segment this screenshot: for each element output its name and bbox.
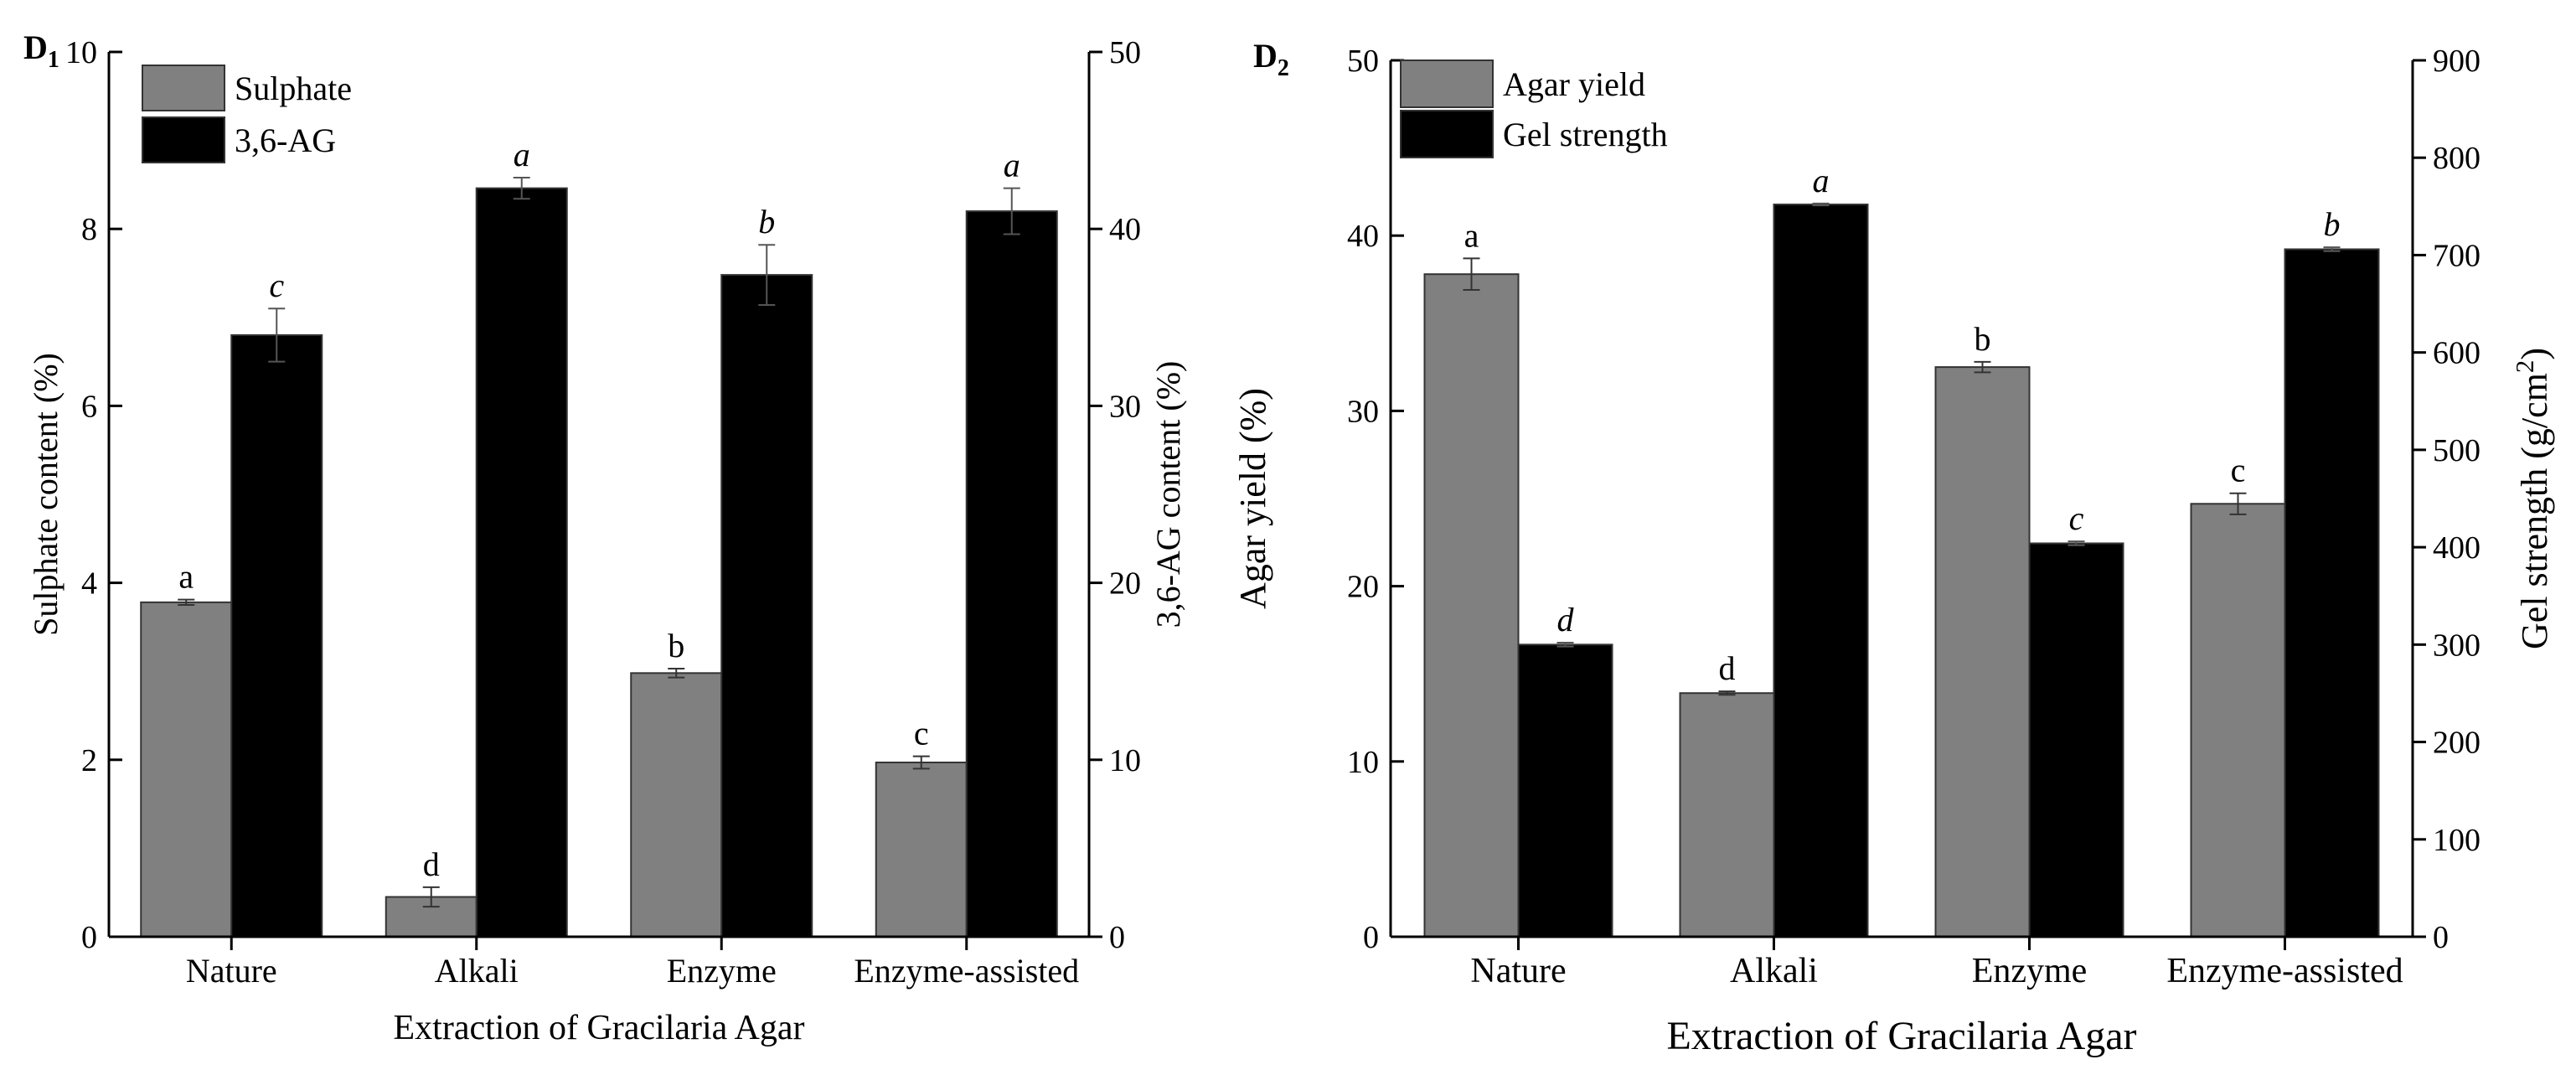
panel-label: D1 [23, 28, 59, 73]
panel-label: D2 [1253, 37, 1289, 81]
right-tick-label: 100 [2433, 823, 2480, 858]
significance-letter: a [178, 558, 194, 596]
left-tick-label: 30 [1347, 394, 1379, 429]
bar-sulphate-2 [630, 672, 723, 938]
significance-letter: a [514, 136, 530, 173]
bar-agar-yield-2 [1934, 366, 2031, 938]
significance-letter: b [1975, 320, 1991, 358]
bar-3-6-ag-2 [720, 274, 813, 938]
significance-letter: c [914, 715, 929, 752]
significance-letter: d [1557, 601, 1575, 638]
right-tick-label: 20 [1109, 566, 1141, 602]
left-tick-label: 0 [81, 920, 97, 955]
left-axis-title: Agar yield (%) [1232, 388, 1273, 609]
bar-gel-strength-2 [2028, 542, 2124, 938]
right-tick-label: 700 [2433, 238, 2480, 273]
significance-letter: c [2069, 499, 2084, 537]
panel-label-subscript: 2 [1278, 55, 1289, 81]
left-tick-label: 2 [81, 743, 97, 778]
significance-letter: b [2324, 205, 2341, 243]
legend-swatch [142, 65, 225, 111]
x-tick-label: Enzyme-assisted [2166, 952, 2403, 990]
bar-sulphate-3 [875, 761, 968, 938]
x-tick-label: Enzyme-assisted [854, 952, 1079, 990]
x-tick-label: Alkali [435, 952, 519, 990]
legend-swatch [1400, 59, 1494, 108]
left-tick-label: 6 [81, 389, 97, 424]
right-tick-label: 10 [1109, 743, 1141, 778]
bar-gel-strength-1 [1773, 204, 1869, 938]
left-tick-label: 20 [1347, 570, 1379, 605]
bar-gel-strength-3 [2284, 248, 2380, 938]
legend-label: Gel strength [1503, 116, 1668, 153]
bar-agar-yield-0 [1423, 273, 1520, 938]
left-tick-label: 40 [1347, 219, 1379, 254]
bar-gel-strength-0 [1517, 643, 1613, 938]
right-tick-label: 800 [2433, 141, 2480, 176]
right-axis-title: 3,6-AG content (%) [1149, 361, 1187, 628]
bar-3-6-ag-1 [475, 187, 568, 938]
significance-letter: b [758, 203, 775, 240]
right-tick-label: 50 [1109, 35, 1141, 70]
bar-sulphate-0 [140, 601, 233, 938]
panel-label-subscript: 1 [48, 47, 59, 73]
left-axis-title: Sulphate content (%) [27, 353, 65, 636]
panel-label-letter: D [1253, 37, 1278, 75]
right-axis-title-superscript: 2 [2511, 360, 2539, 373]
significance-letter: a [1464, 216, 1479, 254]
legend-label: Agar yield [1503, 65, 1645, 103]
significance-letter: a [1004, 147, 1020, 184]
bar-agar-yield-1 [1679, 692, 1775, 938]
significance-letter: c [2231, 452, 2246, 489]
left-tick-label: 0 [1363, 920, 1379, 955]
right-tick-label: 200 [2433, 726, 2480, 761]
chart-panel-1: a d b c c a b a 0 2 4 6 8 10 0 10 20 30 40 50 Nature Alkali En… [23, 28, 1187, 1047]
right-axis-title-tail: ) [2514, 348, 2555, 360]
right-tick-label: 0 [2433, 920, 2449, 955]
x-tick-label: Alkali [1730, 952, 1818, 990]
legend-swatch [1400, 110, 1494, 158]
bar-agar-yield-3 [2190, 503, 2286, 938]
left-tick-label: 10 [65, 35, 97, 70]
right-axis-title-main: 3,6-AG content (%) [1149, 361, 1187, 628]
significance-letter: d [423, 845, 440, 883]
legend-label: Sulphate [235, 70, 352, 107]
right-tick-label: 40 [1109, 212, 1141, 247]
bar-3-6-ag-3 [965, 210, 1058, 938]
legend-swatch [142, 116, 225, 163]
chart-panel-2: adbcdacb01020304050010020030040050060070… [1232, 37, 2555, 1058]
right-tick-label: 400 [2433, 530, 2480, 566]
right-tick-label: 0 [1109, 920, 1125, 955]
panel-label-letter: D [23, 28, 48, 66]
x-axis-title: Extraction of Gracilaria Agar [1666, 1014, 2136, 1058]
left-tick-label: 8 [81, 212, 97, 247]
right-axis-title-main: Gel strength (g/cm [2514, 373, 2555, 649]
left-tick-label: 4 [81, 566, 97, 602]
right-tick-label: 500 [2433, 433, 2480, 468]
x-tick-label: Nature [186, 952, 277, 990]
significance-letter: b [668, 627, 684, 664]
significance-letter: d [1719, 649, 1736, 687]
left-tick-label: 10 [1347, 745, 1379, 780]
right-tick-label: 900 [2433, 44, 2480, 79]
x-tick-label: Enzyme [667, 952, 777, 990]
right-tick-label: 300 [2433, 628, 2480, 663]
legend-label: 3,6-AG [235, 121, 336, 159]
right-tick-label: 600 [2433, 336, 2480, 371]
significance-letter: a [1813, 162, 1830, 199]
left-tick-label: 50 [1347, 44, 1379, 79]
x-tick-label: Enzyme [1972, 952, 2088, 990]
bar-3-6-ag-0 [230, 333, 323, 938]
right-tick-label: 30 [1109, 389, 1141, 424]
significance-letter: c [269, 266, 284, 304]
x-axis-title: Extraction of Gracilaria Agar [394, 1009, 805, 1047]
right-axis-title: Gel strength (g/cm2) [2511, 348, 2555, 649]
x-tick-label: Nature [1470, 952, 1566, 990]
